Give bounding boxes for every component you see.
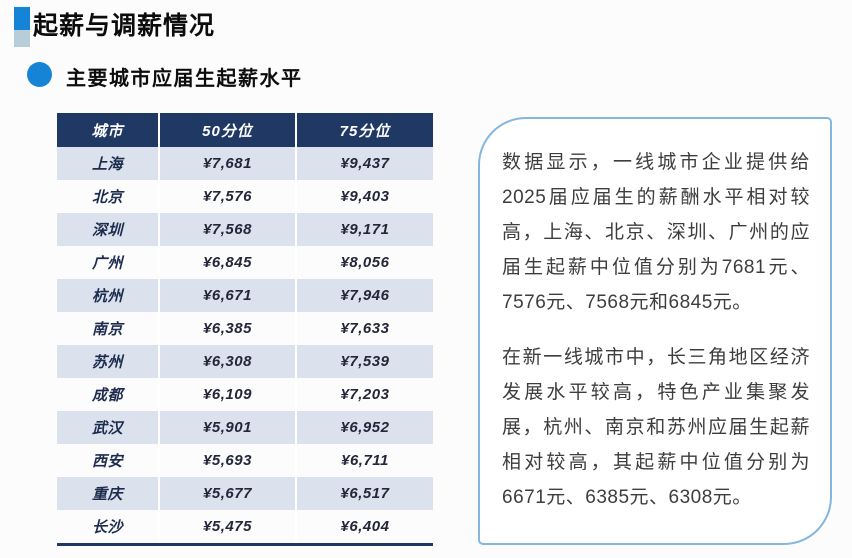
city-cell: 杭州 [57,279,160,312]
city-cell: 深圳 [57,213,160,246]
value-cell: ¥7,568 [160,213,297,246]
table-body: 上海 ¥7,681 ¥9,437 北京 ¥7,576 ¥9,403 深圳 ¥7,568 ¥9,1… [57,147,433,543]
value-cell: ¥6,517 [340,485,390,502]
table-row: 广州 ¥6,845 ¥8,056 [57,246,433,279]
city-cell: 重庆 [57,477,160,510]
value-cell: ¥6,308 [160,345,297,378]
value-cell: ¥5,693 [160,444,297,477]
table-row: 西安 ¥5,693 ¥6,711 [57,444,433,477]
table-row: 成都 ¥6,109 ¥7,203 [57,378,433,411]
city-cell: 上海 [57,147,160,180]
value-cell: ¥6,711 [341,452,389,469]
column-header: 75分位 [339,122,391,140]
value-cell: ¥6,385 [160,312,297,345]
value-cell: ¥9,403 [340,188,390,205]
value-cell: ¥5,901 [160,411,297,444]
city-cell: 北京 [57,180,160,213]
section-title: 主要城市应届生起薪水平 [66,68,303,90]
value-cell: ¥6,404 [340,518,390,535]
city-cell: 西安 [57,444,160,477]
city-cell: 南京 [57,312,160,345]
value-cell: ¥7,681 [160,147,297,180]
callout-paragraph-2: 在新一线城市中，长三角地区经济发展水平较高，特色产业集聚发展，杭州、南京和苏州应… [502,347,810,508]
city-cell: 广州 [57,246,160,279]
title-marker [14,7,30,47]
callout-paragraph-1: 数据显示，一线城市企业提供给2025届应届生的薪酬水平相对较高，上海、北京、深圳… [502,152,810,313]
value-cell: ¥6,952 [340,419,390,436]
table-row: 苏州 ¥6,308 ¥7,539 [57,345,433,378]
value-cell: ¥7,576 [160,180,297,213]
city-cell: 苏州 [57,345,160,378]
table-row: 重庆 ¥5,677 ¥6,517 [57,477,433,510]
page-title: 起薪与调薪情况 [33,12,216,40]
table-row: 南京 ¥6,385 ¥7,633 [57,312,433,345]
value-cell: ¥6,671 [160,279,297,312]
salary-table: 城市 50分位 75分位 上海 ¥7,681 ¥9,437 北京 ¥7,576 ¥9,403 深… [57,113,433,546]
callout-box: 数据显示，一线城市企业提供给2025届应届生的薪酬水平相对较高，上海、北京、深圳… [478,117,832,545]
value-cell: ¥8,056 [340,254,390,271]
value-cell: ¥7,946 [340,287,390,304]
table-row: 杭州 ¥6,671 ¥7,946 [57,279,433,312]
value-cell: ¥7,203 [340,386,390,403]
column-header: 50分位 [160,113,297,147]
table-row: 北京 ¥7,576 ¥9,403 [57,180,433,213]
city-cell: 武汉 [57,411,160,444]
value-cell: ¥6,109 [160,378,297,411]
section-bullet-icon [27,62,52,87]
value-cell: ¥7,539 [340,353,390,370]
column-header: 城市 [57,113,160,147]
title-marker-light-square [14,30,30,47]
value-cell: ¥9,437 [340,155,390,172]
value-cell: ¥9,171 [340,221,390,238]
table-row: 武汉 ¥5,901 ¥6,952 [57,411,433,444]
table-row: 上海 ¥7,681 ¥9,437 [57,147,433,180]
value-cell: ¥5,677 [160,477,297,510]
table-row: 深圳 ¥7,568 ¥9,171 [57,213,433,246]
title-marker-blue-square [14,7,30,30]
table-header-row: 城市 50分位 75分位 [57,113,433,147]
city-cell: 长沙 [57,510,160,543]
value-cell: ¥6,845 [160,246,297,279]
value-cell: ¥7,633 [340,320,390,337]
city-cell: 成都 [57,378,160,411]
value-cell: ¥5,475 [160,510,297,543]
table-row: 长沙 ¥5,475 ¥6,404 [57,510,433,543]
